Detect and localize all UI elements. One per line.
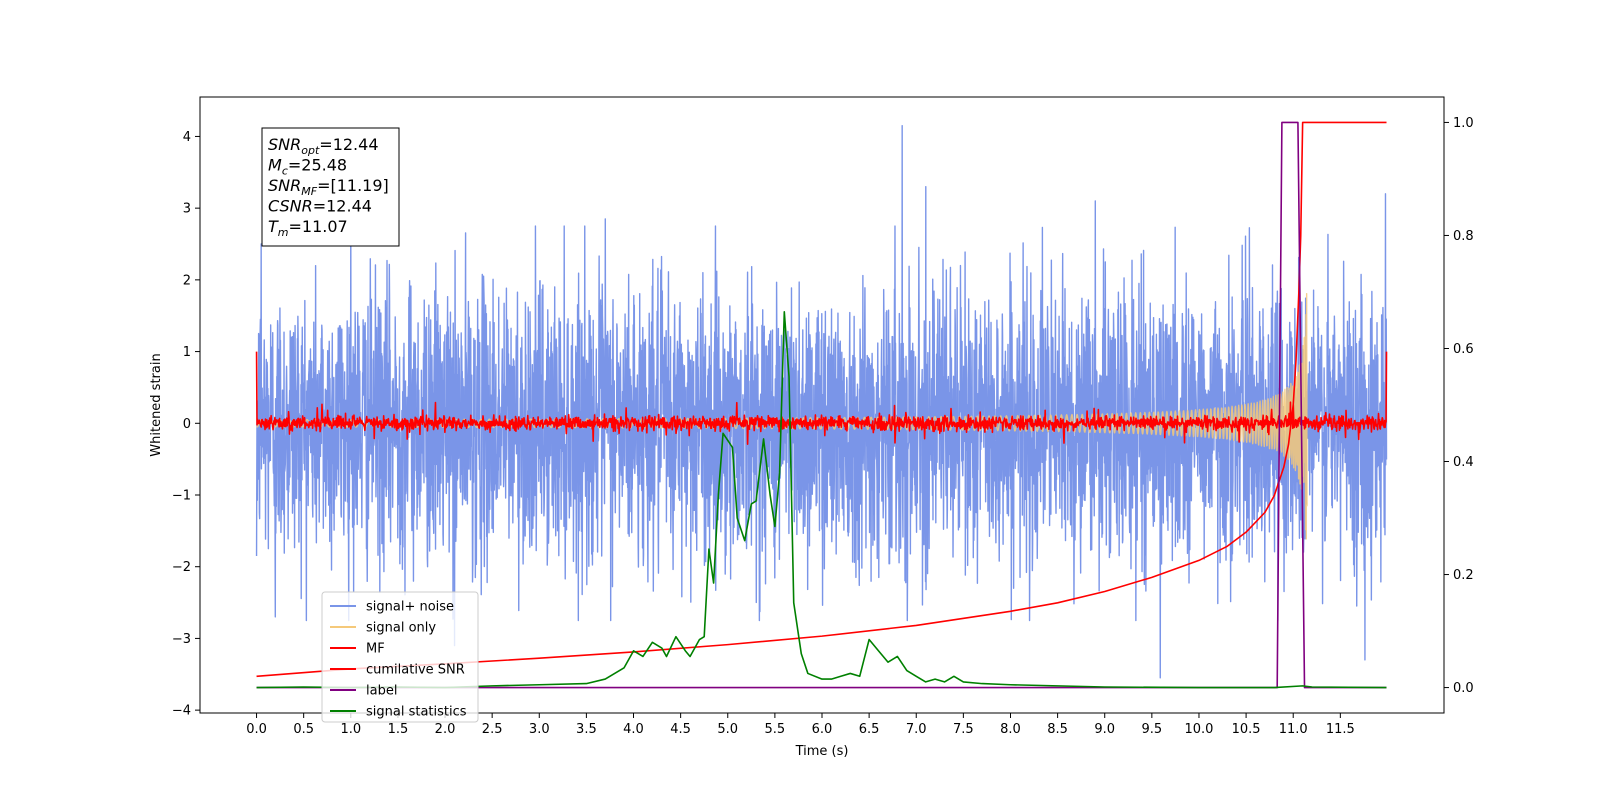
x-axis-label: Time (s) <box>795 744 849 759</box>
x-tick-label: 5.0 <box>717 722 738 737</box>
annotation-line: Tm=11.07 <box>268 217 348 239</box>
y2-tick-label: 0.4 <box>1453 455 1474 470</box>
annotation-box: SNRopt=12.44Mc=25.48SNRMF=[11.19]CSNR=12… <box>261 127 400 247</box>
x-tick-label: 2.0 <box>435 722 456 737</box>
x-tick-label: 11.0 <box>1279 722 1308 737</box>
annotation-line: SNRopt=12.44 <box>268 135 379 157</box>
y2-tick-label: 0.2 <box>1453 568 1474 583</box>
legend-label: label <box>366 684 397 699</box>
x-tick-label: 4.0 <box>623 722 644 737</box>
x-tick-label: 6.0 <box>812 722 833 737</box>
series-signal-statistics <box>256 310 1387 689</box>
y-tick-label: 3 <box>183 202 191 217</box>
series-mf <box>255 351 1388 445</box>
y-tick-label: −2 <box>172 560 191 575</box>
x-tick-label: 11.5 <box>1326 722 1355 737</box>
legend: signal+ noise signal only MF cumilative SNR… <box>321 591 479 723</box>
y2-tick-label: 0.6 <box>1453 342 1474 357</box>
y-axis-label: Whitened strain <box>149 353 164 456</box>
annotation-line: SNRMF=[11.19] <box>268 176 389 198</box>
y-tick-label: 0 <box>183 417 191 432</box>
x-tick-label: 8.0 <box>1000 722 1021 737</box>
x-tick-label: 10.5 <box>1232 722 1261 737</box>
y-tick-label: −4 <box>172 704 191 719</box>
series-layer <box>255 121 1388 689</box>
x-tick-label: 4.5 <box>670 722 691 737</box>
y-tick-label: −3 <box>172 632 191 647</box>
x-tick-label: 0.0 <box>246 722 267 737</box>
x-tick-label: 9.5 <box>1142 722 1163 737</box>
x-axis: 0.0 0.5 1.0 1.5 2.0 2.5 3.0 3.5 4.0 4.5 5.0 5.5 6.0 6… <box>246 713 1355 737</box>
y-tick-label: 1 <box>183 345 191 360</box>
y-axis-right: 0.0 0.2 0.4 0.6 0.8 1.0 <box>1444 116 1474 696</box>
x-tick-label: 10.0 <box>1184 722 1213 737</box>
legend-label: signal statistics <box>366 705 467 720</box>
y2-tick-label: 1.0 <box>1453 116 1474 131</box>
y-tick-label: 4 <box>183 130 191 145</box>
x-tick-label: 6.5 <box>859 722 880 737</box>
x-tick-label: 0.5 <box>293 722 314 737</box>
x-tick-label: 5.5 <box>765 722 786 737</box>
y-tick-label: 2 <box>183 273 191 288</box>
x-tick-label: 7.5 <box>953 722 974 737</box>
y-axis-left: −4 −3 −2 −1 0 1 2 3 4 <box>172 130 200 719</box>
legend-label: cumilative SNR <box>366 663 465 678</box>
annotation-frame <box>261 127 400 247</box>
annotation-line: Mc=25.48 <box>268 156 347 178</box>
annotation-line: CSNR=12.44 <box>268 197 372 216</box>
y2-tick-label: 0.8 <box>1453 229 1474 244</box>
legend-label: MF <box>366 642 385 657</box>
x-tick-label: 1.0 <box>340 722 361 737</box>
x-tick-label: 7.0 <box>906 722 927 737</box>
legend-frame <box>321 591 479 723</box>
x-tick-label: 3.5 <box>576 722 597 737</box>
x-tick-label: 1.5 <box>388 722 409 737</box>
y-tick-label: −1 <box>172 488 191 503</box>
x-tick-label: 3.0 <box>529 722 550 737</box>
legend-label: signal only <box>366 621 436 636</box>
x-tick-label: 2.5 <box>482 722 503 737</box>
y2-tick-label: 0.0 <box>1453 681 1474 696</box>
legend-label: signal+ noise <box>366 600 454 615</box>
x-tick-label: 9.0 <box>1094 722 1115 737</box>
x-tick-label: 8.5 <box>1047 722 1068 737</box>
